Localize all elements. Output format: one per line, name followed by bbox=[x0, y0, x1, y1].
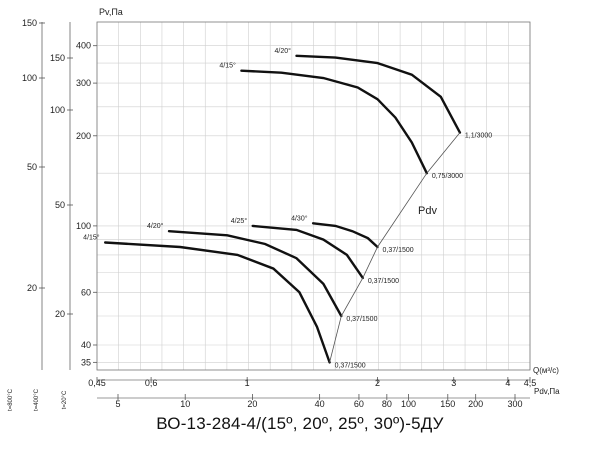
temp-caption: t=20°C bbox=[62, 390, 68, 409]
pdv-line-label: Pdv bbox=[418, 205, 437, 217]
temp-tick-label: 150 bbox=[22, 18, 37, 28]
series-speed-label: 1,1/3000 bbox=[465, 133, 492, 140]
series-label: 4/20° bbox=[147, 222, 164, 230]
series-label: 4/25° bbox=[231, 217, 248, 225]
q-tick-label: 4 bbox=[505, 378, 510, 388]
series-speed-label: 0,75/3000 bbox=[432, 173, 463, 180]
temp-tick-label: 150 bbox=[50, 53, 65, 63]
pdv-tick-label: 200 bbox=[468, 399, 483, 409]
q-tick-label: 0,45 bbox=[88, 378, 106, 388]
y-axis-label: Pv,Па bbox=[99, 7, 123, 17]
temp-tick-label: 50 bbox=[55, 200, 65, 210]
pdv-tick-label: 60 bbox=[354, 399, 364, 409]
temp-caption: t=400°C bbox=[34, 388, 40, 411]
y-tick-label: 200 bbox=[76, 131, 91, 141]
pdv-tick-label: 10 bbox=[180, 399, 190, 409]
pdv-axis-label: Pdv,Па bbox=[534, 387, 560, 396]
y-tick-label: 400 bbox=[76, 41, 91, 51]
series-line bbox=[104, 241, 331, 364]
series-speed-label: 0,37/1500 bbox=[383, 247, 414, 254]
q-tick-label: 0,6 bbox=[145, 378, 158, 388]
series-label: 4/15° bbox=[219, 62, 236, 70]
y-tick-label: 60 bbox=[81, 287, 91, 297]
series-label: 4/15° bbox=[83, 234, 100, 242]
temp-tick-label: 100 bbox=[22, 73, 37, 83]
y-tick-label: 300 bbox=[76, 78, 91, 88]
series-line bbox=[311, 222, 379, 249]
plot-frame bbox=[96, 21, 531, 371]
pdv-tick-label: 100 bbox=[401, 399, 416, 409]
pdv-tick-label: 20 bbox=[247, 399, 257, 409]
series-line bbox=[251, 224, 364, 280]
series-speed-label: 0,37/1500 bbox=[335, 362, 366, 369]
series-line bbox=[295, 54, 462, 134]
pdv-tick-label: 300 bbox=[507, 399, 522, 409]
chart-title: ВО-13-284-4/(15º, 20º, 25º, 30º)-5ДУ bbox=[156, 414, 444, 433]
y-tick-label: 40 bbox=[81, 340, 91, 350]
temp-caption: t=800°C bbox=[8, 388, 14, 411]
q-tick-label: 4,5 bbox=[524, 378, 537, 388]
series-speed-label: 0,37/1500 bbox=[346, 316, 377, 323]
pdv-tick-label: 80 bbox=[382, 399, 392, 409]
series-label: 4/20° bbox=[274, 47, 291, 55]
q-axis-label: Q(м³/с) bbox=[533, 366, 559, 375]
q-tick-label: 2 bbox=[375, 378, 380, 388]
q-tick-label: 1 bbox=[245, 378, 250, 388]
series-label: 4/30° bbox=[291, 214, 308, 222]
pdv-line bbox=[329, 132, 461, 363]
temp-tick-label: 100 bbox=[50, 105, 65, 115]
temp-tick-label: 50 bbox=[27, 162, 37, 172]
y-tick-label: 35 bbox=[81, 357, 91, 367]
temp-tick-label: 20 bbox=[27, 283, 37, 293]
pdv-tick-label: 150 bbox=[440, 399, 455, 409]
pdv-tick-label: 40 bbox=[315, 399, 325, 409]
series-speed-label: 0,37/1500 bbox=[368, 278, 399, 285]
temp-tick-label: 20 bbox=[55, 309, 65, 319]
series-line bbox=[240, 69, 428, 175]
series-line bbox=[167, 230, 343, 318]
q-tick-label: 3 bbox=[451, 378, 456, 388]
y-tick-label: 100 bbox=[76, 221, 91, 231]
pdv-tick-label: 5 bbox=[115, 399, 120, 409]
